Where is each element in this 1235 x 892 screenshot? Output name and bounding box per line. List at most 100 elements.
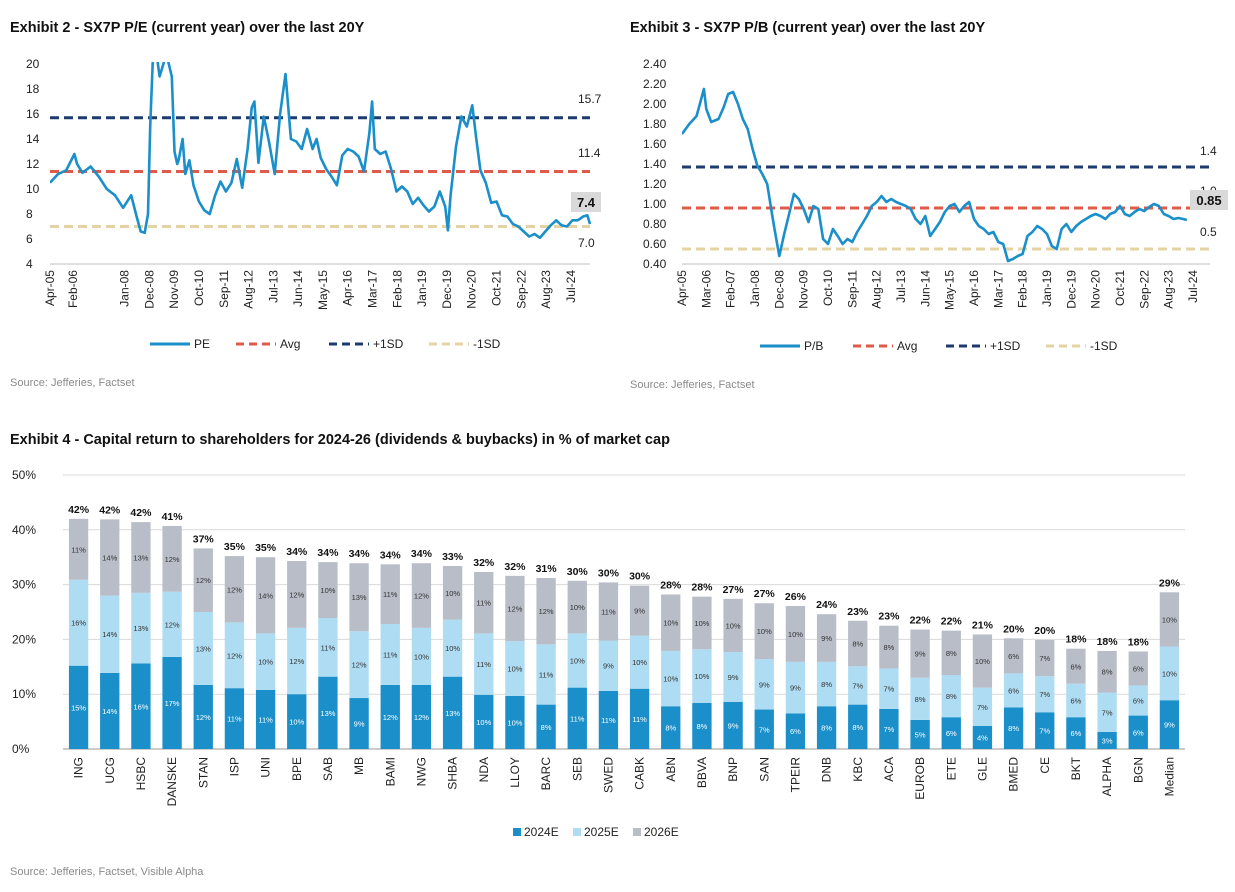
bar-total-label: 34%: [317, 547, 339, 559]
pe-legend-label: Avg: [280, 337, 300, 351]
pb-chart: 0.40 0.60 0.80 1.00 1.20 1.40 1.60 1.80 2.00 2.20…: [643, 57, 1228, 353]
bar-segment-2025e: [879, 668, 899, 709]
bar-segment-2025e: [224, 622, 245, 689]
pb-x-tick: Jul-13: [894, 270, 908, 303]
bar-segment-2026e: [287, 561, 307, 628]
bar-total-label: 37%: [193, 533, 215, 545]
bar-segment-label: 8%: [696, 722, 707, 731]
bar-category-label: Median: [1162, 757, 1176, 796]
pb-x-tick: Nov-09: [797, 270, 811, 309]
bar-segment-label: 13%: [352, 593, 367, 602]
bar-segment-2025e: [910, 677, 930, 720]
bar-segment-label: 7%: [977, 703, 988, 712]
bar-y-tick: 10%: [12, 687, 36, 701]
pb-x-tick: Dec-19: [1064, 270, 1078, 309]
capital-return-chart: 0% 10% 20% 30% 40% 50% 15% 16% 11% 42% ING 14% 14% 14…: [12, 468, 1185, 839]
pb-y-tick: 1.60: [643, 137, 667, 151]
bar-segment-2026e: [68, 518, 89, 580]
pe-x-tick: Jun-14: [291, 270, 305, 307]
bar-segment-label: 10%: [726, 621, 741, 630]
bar-segment-label: 8%: [946, 692, 957, 701]
bar-legend-swatch: [633, 828, 641, 836]
pb-x-tick: Oct-10: [821, 270, 835, 306]
bar-category-label: BKT: [1069, 756, 1083, 780]
pe-x-tick: Jul-24: [564, 270, 578, 303]
bar-segment-label: 7%: [1102, 708, 1113, 717]
pe-ref-label: 15.7: [578, 92, 602, 106]
bar-segment-label: 9%: [634, 607, 645, 616]
bar-segment-2024e: [567, 687, 587, 749]
bar-category-label: GLE: [975, 757, 989, 781]
bar-segment-label: 8%: [946, 649, 957, 658]
bar-segment-2025e: [131, 592, 151, 664]
bar-segment-2024e: [661, 706, 681, 749]
bar-segment-label: 8%: [821, 724, 832, 733]
bar-segment-label: 12%: [196, 576, 211, 585]
bar-total-label: 42%: [99, 504, 121, 516]
bar-category-label: STAN: [196, 757, 210, 788]
bar-segment-2026e: [131, 522, 151, 593]
bar-segment-2026e: [661, 594, 681, 651]
bar-category-label: BBVA: [695, 757, 709, 788]
bar-segment-2024e: [411, 684, 432, 749]
pe-legend-label: +1SD: [373, 337, 404, 351]
bar-segment-2026e: [1035, 639, 1055, 677]
bar-segment-label: 9%: [790, 684, 801, 693]
bar-segment-label: 10%: [694, 672, 709, 681]
bar-segment-label: 12%: [539, 607, 554, 616]
bar-segment-label: 16%: [133, 702, 148, 711]
bar-segment-2026e: [1066, 648, 1086, 684]
bar-segment-label: 10%: [570, 656, 585, 665]
bar-segment-2024e: [193, 684, 213, 749]
bar-segment-label: 14%: [102, 707, 117, 716]
bar-segment-2024e: [318, 676, 338, 749]
bar-segment-2025e: [100, 595, 120, 673]
bar-category-label: KBC: [851, 757, 865, 782]
bar-total-label: 18%: [1065, 634, 1087, 646]
bar-segment-label: 16%: [71, 619, 86, 628]
bar-segment-label: 14%: [102, 553, 117, 562]
bar-total-label: 34%: [286, 546, 308, 558]
pb-legend-label: Avg: [897, 339, 917, 353]
pb-x-tick: Nov-20: [1089, 270, 1103, 309]
bar-segment-2025e: [1066, 683, 1086, 718]
bar-y-tick: 20%: [12, 632, 36, 646]
bar-segment-2026e: [380, 564, 400, 625]
bar-category-label: ACA: [882, 757, 896, 782]
bar-segment-2025e: [287, 627, 307, 695]
bar-segment-2024e: [848, 704, 868, 749]
bar-segment-label: 11%: [258, 715, 273, 724]
pb-x-tick: Feb-07: [724, 270, 738, 308]
bar-segment-label: 13%: [133, 553, 148, 562]
pe-x-tick: Dec-08: [142, 270, 156, 309]
bar-segment-2026e: [349, 563, 369, 632]
bar-segment-label: 9%: [728, 673, 739, 682]
bar-total-label: 26%: [785, 591, 807, 603]
exhibit3-source: Source: Jefferies, Factset: [630, 379, 755, 391]
bar-segment-label: 11%: [383, 650, 398, 659]
pe-last-value-label: 7.4: [577, 195, 596, 210]
bar-category-label: BNP: [726, 757, 740, 782]
bar-segment-2026e: [598, 582, 619, 641]
bar-segment-label: 10%: [570, 603, 585, 612]
bar-segment-label: 8%: [915, 695, 926, 704]
bar-segment-label: 12%: [352, 661, 367, 670]
pe-legend-label: -1SD: [473, 337, 501, 351]
bar-segment-label: 7%: [1039, 727, 1050, 736]
pe-x-tick: May-15: [316, 270, 330, 310]
bar-segment-2025e: [848, 666, 868, 705]
pb-y-tick: 0.80: [643, 217, 667, 231]
pe-y-tick: 18: [26, 82, 40, 96]
pb-legend-label: P/B: [804, 339, 823, 353]
pe-x-tick: Mar-17: [366, 270, 380, 308]
bar-category-label: SAB: [321, 757, 335, 781]
pe-x-tick: Jul-13: [266, 270, 280, 303]
bar-segment-2026e: [193, 548, 213, 612]
bar-total-label: 35%: [224, 541, 246, 553]
bar-segment-label: 13%: [445, 709, 460, 718]
bar-segment-label: 8%: [821, 680, 832, 689]
pb-x-tick: Aug-12: [870, 270, 884, 309]
bar-segment-label: 10%: [507, 664, 522, 673]
bar-segment-2024e: [692, 702, 712, 749]
bar-segment-label: 12%: [414, 592, 429, 601]
